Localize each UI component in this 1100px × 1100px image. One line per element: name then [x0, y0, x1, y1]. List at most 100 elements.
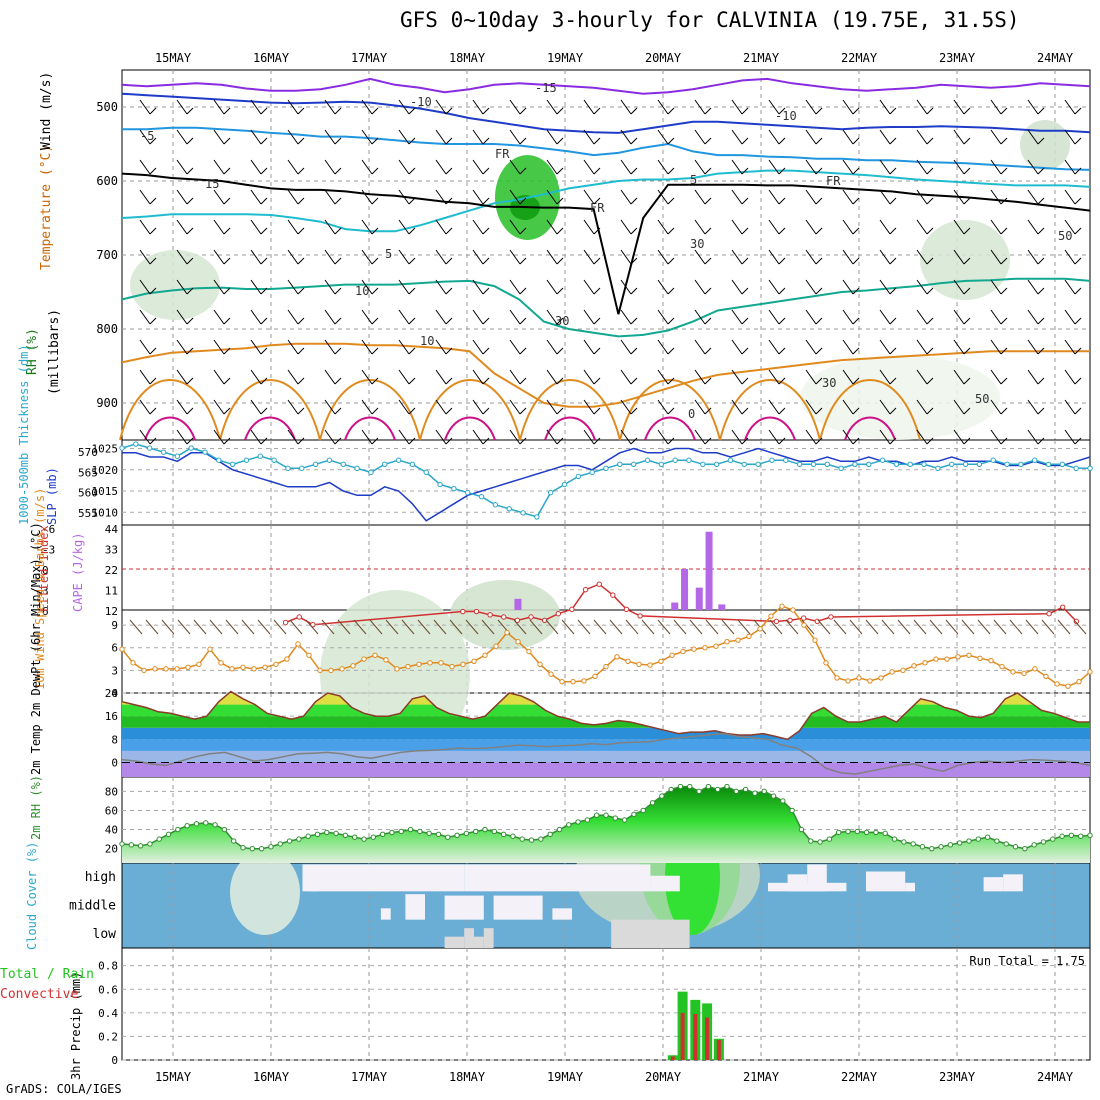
wind-barb: [842, 219, 854, 235]
rh-line-point: [510, 833, 516, 839]
cape-tick: 12: [105, 605, 118, 618]
wind-barb-tick: [186, 437, 194, 445]
wind-barb: [916, 159, 928, 175]
surface-barb: [257, 619, 271, 635]
wind-barb: [250, 129, 262, 145]
wind-barb-tick: [815, 377, 823, 385]
rh-line-point: [761, 788, 767, 795]
wind-barb-tick: [223, 197, 231, 205]
wind-barb: [435, 249, 447, 265]
wind-barb: [250, 339, 262, 355]
wind-barb: [287, 129, 299, 145]
wind-speed-line-point: [1087, 669, 1093, 675]
wind-barb: [398, 249, 410, 265]
wind-speed-line-point: [1054, 681, 1060, 687]
wind-barb: [324, 249, 336, 265]
wind-barb: [953, 219, 965, 235]
wind10-axis-label: 10m Wind Speed & Barbs (m/s): [33, 488, 47, 690]
wind-barb-tick: [371, 197, 379, 205]
wind-barb: [657, 279, 669, 295]
rh-line-point: [789, 807, 795, 814]
wind-barb-tick: [704, 377, 712, 385]
surface-barb: [673, 619, 687, 635]
wind-barb: [805, 189, 817, 205]
wind-barb: [768, 399, 780, 415]
thickness-line-point: [852, 461, 858, 467]
wind-barb-tick: [667, 317, 675, 325]
thickness-line-point: [755, 461, 761, 467]
temp-tick: 8: [111, 733, 118, 746]
contour-label: -10: [775, 109, 797, 123]
surface-barb: [385, 619, 399, 635]
warm-contour: [419, 379, 521, 441]
contour-label: FR: [826, 174, 841, 188]
wind-barb: [768, 429, 780, 445]
wind-barb-tick: [186, 407, 194, 415]
thickness-line-point: [465, 489, 471, 496]
wind-barb-tick: [593, 227, 601, 235]
wind-barb: [916, 339, 928, 355]
wind-barb-tick: [556, 347, 564, 355]
wind-speed-line-point: [1076, 678, 1082, 685]
wind-barb: [398, 279, 410, 295]
wind-barb: [287, 219, 299, 235]
wind-barb-tick: [1074, 197, 1082, 205]
surface-barb: [433, 619, 447, 635]
li-line-point: [610, 592, 616, 598]
wind-barb: [1064, 339, 1076, 355]
date-label-top: 23MAY: [939, 51, 976, 65]
wind-barb-tick: [926, 197, 934, 205]
hot-contour: [644, 416, 696, 441]
wind-barb: [842, 399, 854, 415]
wind-speed-line-point: [295, 641, 301, 647]
rh-line-point: [249, 845, 256, 852]
wind-barb-tick: [334, 257, 342, 265]
wind-barb-tick: [556, 227, 564, 235]
rh-line-point: [221, 826, 228, 833]
wind-speed-line: [121, 605, 1091, 687]
wind-barb: [361, 429, 373, 445]
temp-axis-label: Temperature (°C): [39, 145, 54, 270]
cloud-block: [493, 895, 543, 920]
date-label-bottom: 18MAY: [449, 1070, 486, 1084]
wind-barb-tick: [963, 107, 971, 115]
wind-barb-tick: [1000, 317, 1008, 325]
rh-line-point: [1031, 842, 1037, 848]
pressure-tick: 900: [96, 396, 118, 410]
wind-barb-tick: [778, 167, 786, 175]
wind-barb-tick: [704, 107, 712, 115]
wind-speed-line-point: [405, 663, 411, 670]
rh-line-point: [863, 829, 870, 836]
rh-line-point: [780, 798, 786, 804]
wind-barb-tick: [297, 437, 305, 445]
cloud-block: [444, 936, 465, 948]
wind-barb: [620, 399, 632, 415]
wind-speed-line-point: [713, 643, 719, 649]
rh-line-point: [687, 783, 693, 790]
wind-barb: [583, 369, 595, 385]
wind-speed-line-point: [427, 660, 433, 666]
surface-barb: [897, 619, 911, 635]
rh-line-point: [603, 812, 609, 818]
wind-barb-tick: [593, 347, 601, 355]
rh-line-point: [407, 826, 414, 833]
wind-barb: [361, 279, 373, 295]
rh-line-point: [938, 844, 944, 850]
wind-barb-tick: [1037, 347, 1045, 355]
wind-barb-tick: [371, 407, 379, 415]
wind-barb-tick: [408, 287, 416, 295]
rh-line-point: [966, 838, 972, 844]
wind-barb-tick: [667, 167, 675, 175]
wind-barb-tick: [704, 137, 712, 145]
wind-barb: [213, 99, 225, 115]
rh-line-point: [305, 833, 311, 839]
wind-barb-tick: [297, 407, 305, 415]
wind-barb-tick: [1037, 377, 1045, 385]
wind-barb-tick: [926, 287, 934, 295]
surface-barb: [1073, 619, 1087, 635]
rh-line-point: [156, 836, 162, 842]
cloud-block: [444, 895, 484, 920]
wind-barb: [250, 369, 262, 385]
rh-line-point: [268, 844, 274, 850]
wind-barb: [176, 189, 188, 205]
